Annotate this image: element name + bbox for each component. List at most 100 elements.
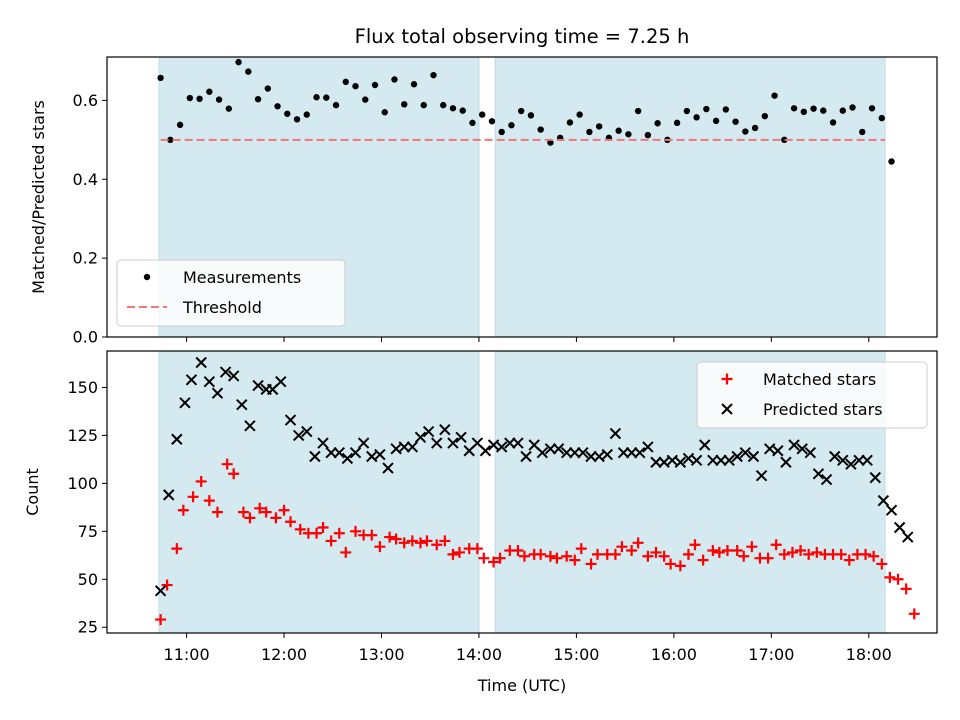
- predicted-star-point: [479, 445, 492, 457]
- matched-star-point: [414, 537, 426, 549]
- matched-star-point: [674, 560, 686, 572]
- matched-star-point: [317, 521, 329, 533]
- predicted-star-point: [455, 431, 467, 444]
- measurement-point: [751, 124, 759, 132]
- observing-window-shade: [494, 56, 886, 338]
- predicted-star-point: [820, 473, 833, 486]
- measurement-point: [274, 103, 281, 110]
- predicted-star-point: [788, 439, 800, 451]
- measurement-point: [859, 128, 866, 136]
- matched-star-point: [786, 546, 798, 558]
- measurement-point: [712, 117, 720, 125]
- predicted-star-point: [390, 443, 402, 455]
- measurement-point: [459, 107, 466, 114]
- predicted-star-point: [357, 437, 370, 449]
- matched-star-point: [285, 516, 297, 528]
- matched-star-point: [494, 552, 506, 564]
- measurement-point: [391, 76, 398, 83]
- legend-box: [116, 259, 346, 327]
- matched-star-point: [778, 548, 790, 560]
- matched-star-point: [478, 552, 490, 564]
- measurement-point: [313, 94, 320, 101]
- measurement-point: [829, 119, 837, 126]
- panel-count: 25 50 75 100 125 150 11:00 12:00 13:00 14:00 15:00…: [23, 350, 938, 664]
- predicted-star-point: [804, 446, 817, 459]
- measurement-point: [537, 126, 544, 133]
- measurement-point: [225, 105, 233, 112]
- predicted-star-point: [560, 446, 573, 459]
- measurement-point: [342, 78, 349, 86]
- matched-star-point: [311, 527, 323, 539]
- matched-star-point: [340, 546, 352, 558]
- chart-title: Flux total observing time = 7.25 h: [355, 25, 690, 48]
- predicted-star-point: [544, 443, 557, 455]
- predicted-star-point: [185, 374, 198, 386]
- matched-star-point: [254, 502, 266, 514]
- predicted-star-point: [309, 450, 321, 463]
- measurement-point: [362, 96, 369, 103]
- matched-star-point: [544, 550, 556, 562]
- matched-star-point: [835, 548, 847, 560]
- predicted-star-point: [447, 437, 459, 449]
- matched-star-point: [244, 512, 256, 524]
- y-tick-label: 0.0: [73, 328, 98, 347]
- matched-star-point: [642, 550, 654, 562]
- predicted-star-point: [495, 441, 508, 453]
- predicted-star-point: [755, 469, 768, 482]
- predicted-star-point: [301, 425, 313, 438]
- matched-star-point: [398, 537, 410, 549]
- measurement-point: [449, 105, 457, 112]
- x-tick-label: 11:00: [164, 645, 210, 664]
- predicted-star-point: [861, 454, 873, 467]
- legend: Matched stars Predicted stars: [696, 361, 928, 429]
- x-tick-label: 17:00: [748, 645, 794, 664]
- measurement-point: [517, 107, 525, 115]
- predicted-star-point: [431, 437, 443, 449]
- y-axis-label: Count: [23, 468, 42, 516]
- measurement-point: [157, 74, 164, 82]
- measurement-point: [527, 112, 535, 119]
- predicted-star-point: [171, 433, 183, 445]
- measurement-point: [868, 105, 876, 112]
- predicted-star-point: [601, 448, 613, 461]
- legend-box: [696, 361, 928, 429]
- matched-star-point: [155, 614, 167, 626]
- predicted-star-point: [577, 446, 589, 459]
- predicted-star-point: [382, 462, 394, 474]
- predicted-star-point: [349, 446, 362, 459]
- y-tick-label: 150: [67, 378, 98, 397]
- measurement-point: [254, 95, 262, 103]
- predicted-star-point: [739, 446, 752, 459]
- matched-star-point: [632, 537, 644, 549]
- matched-star-point: [585, 558, 597, 570]
- predicted-star-point: [341, 452, 354, 465]
- plot-frame: [106, 350, 938, 634]
- predicted-star-point: [317, 437, 329, 449]
- matched-star-point: [161, 579, 173, 591]
- measurement-point: [215, 96, 223, 103]
- measurement-point: [303, 111, 310, 118]
- predicted-star-point: [569, 446, 581, 459]
- matched-star-point: [713, 546, 725, 558]
- predicted-star-point: [227, 370, 240, 382]
- predicted-star-point: [487, 439, 500, 451]
- matched-star-point: [270, 512, 282, 524]
- legend: Measurements Threshold: [116, 259, 346, 327]
- measurement-point: [800, 108, 808, 116]
- matched-star-point: [908, 608, 920, 620]
- measurement-point: [488, 118, 496, 125]
- matched-star-point: [447, 548, 459, 560]
- matched-star-point: [707, 545, 719, 557]
- measurement-point: [293, 116, 301, 123]
- predicted-star-point: [504, 437, 516, 449]
- measurement-point: [245, 68, 252, 75]
- measurement-point: [547, 139, 554, 146]
- matched-star-point: [406, 535, 418, 547]
- predicted-star-point: [219, 366, 232, 378]
- matched-star-point: [689, 539, 701, 551]
- measurement-point: [196, 95, 203, 103]
- matched-star-point: [384, 531, 396, 543]
- matched-star-point: [171, 543, 183, 555]
- measurement-point: [323, 94, 330, 101]
